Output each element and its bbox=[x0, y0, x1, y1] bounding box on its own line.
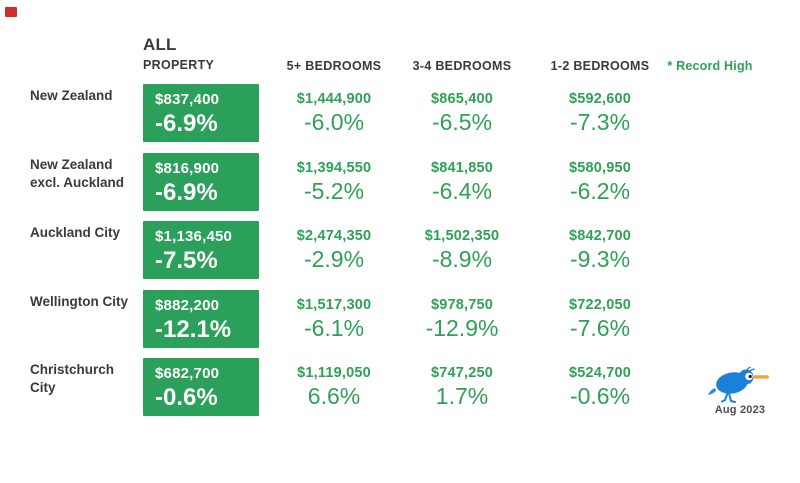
change-percent: -12.9% bbox=[425, 314, 499, 341]
bedrooms-5plus-cell: $2,474,350 -2.9% bbox=[244, 221, 424, 272]
change-percent: -7.3% bbox=[569, 108, 631, 135]
bedrooms-3-4-cell: $747,250 1.7% bbox=[372, 358, 552, 409]
change-percent: -6.0% bbox=[303, 108, 365, 135]
table-row: Auckland City $1,136,450 -7.5% $2,474,35… bbox=[0, 221, 800, 279]
row-label-line: Wellington City bbox=[30, 294, 128, 309]
change-percent: -12.1% bbox=[155, 315, 232, 343]
median-value: $2,474,350 bbox=[296, 228, 372, 244]
bedrooms-3-4-cell: $978,750 -12.9% bbox=[372, 290, 552, 341]
median-value: $524,700 bbox=[568, 365, 632, 381]
change-percent: -8.9% bbox=[431, 245, 493, 272]
median-value: $580,950 bbox=[568, 160, 632, 176]
all-property-cell: $816,900 -6.9% bbox=[143, 153, 259, 211]
column-header-3-4-bedrooms: 3-4 BEDROOMS bbox=[412, 59, 512, 73]
median-value: $1,444,900 bbox=[296, 91, 372, 107]
change-percent: -6.9% bbox=[155, 178, 218, 206]
median-value: $722,050 bbox=[568, 297, 632, 313]
change-percent: -5.2% bbox=[303, 177, 365, 204]
median-value: $682,700 bbox=[155, 365, 220, 382]
median-value: $978,750 bbox=[430, 297, 494, 313]
change-percent: -6.4% bbox=[431, 177, 493, 204]
change-percent: -0.6% bbox=[569, 382, 631, 409]
bedrooms-1-2-cell: $580,950 -6.2% bbox=[510, 153, 690, 204]
change-percent: -6.1% bbox=[303, 314, 365, 341]
row-label-line: Christchurch bbox=[30, 362, 115, 377]
row-label-line: New Zealand bbox=[30, 157, 113, 172]
row-label: New Zealand excl. Auckland bbox=[30, 156, 144, 192]
change-percent: -0.6% bbox=[155, 383, 218, 411]
median-value: $816,900 bbox=[155, 160, 220, 177]
bedrooms-1-2-cell: $722,050 -7.6% bbox=[510, 290, 690, 341]
change-percent: -7.5% bbox=[155, 246, 218, 274]
median-value: $1,502,350 bbox=[424, 228, 500, 244]
bedrooms-5plus-cell: $1,119,050 6.6% bbox=[244, 358, 424, 409]
all-property-cell: $837,400 -6.9% bbox=[143, 84, 259, 142]
table-row: New Zealand $837,400 -6.9% $1,444,900 -6… bbox=[0, 84, 800, 142]
kiwi-logo bbox=[708, 367, 769, 403]
median-value: $1,394,550 bbox=[296, 160, 372, 176]
bedrooms-3-4-cell: $841,850 -6.4% bbox=[372, 153, 552, 204]
brand-corner-mark bbox=[5, 7, 17, 17]
row-label-line: Auckland City bbox=[30, 225, 121, 240]
row-label-line: excl. Auckland bbox=[30, 175, 125, 191]
median-value: $882,200 bbox=[155, 297, 220, 314]
bedrooms-1-2-cell: $842,700 -9.3% bbox=[510, 221, 690, 272]
bedrooms-3-4-cell: $1,502,350 -8.9% bbox=[372, 221, 552, 272]
median-value: $842,700 bbox=[568, 228, 632, 244]
bedrooms-1-2-cell: $524,700 -0.6% bbox=[510, 358, 690, 409]
table-row: New Zealand excl. Auckland $816,900 -6.9… bbox=[0, 153, 800, 211]
row-label: Auckland City bbox=[30, 224, 144, 242]
change-percent: 6.6% bbox=[307, 382, 361, 409]
row-label: Wellington City bbox=[30, 293, 144, 311]
period-label: Aug 2023 bbox=[714, 404, 766, 416]
median-value: $592,600 bbox=[568, 91, 632, 107]
change-percent: -9.3% bbox=[569, 245, 631, 272]
median-value: $1,517,300 bbox=[296, 297, 372, 313]
all-property-cell: $682,700 -0.6% bbox=[143, 358, 259, 416]
change-percent: 1.7% bbox=[435, 382, 489, 409]
record-high-legend: * Record High bbox=[667, 59, 753, 73]
change-percent: -7.6% bbox=[569, 314, 631, 341]
row-label: New Zealand bbox=[30, 87, 144, 105]
column-header-all: ALL bbox=[143, 35, 177, 54]
median-value: $865,400 bbox=[430, 91, 494, 107]
change-percent: -6.9% bbox=[155, 109, 218, 137]
bedrooms-3-4-cell: $865,400 -6.5% bbox=[372, 84, 552, 135]
column-header-5plus-bedrooms: 5+ BEDROOMS bbox=[286, 59, 382, 73]
all-property-cell: $882,200 -12.1% bbox=[143, 290, 259, 348]
table-row: Wellington City $882,200 -12.1% $1,517,3… bbox=[0, 290, 800, 348]
change-percent: -6.5% bbox=[431, 108, 493, 135]
median-value: $1,136,450 bbox=[155, 228, 233, 245]
median-value: $1,119,050 bbox=[297, 365, 371, 381]
bedrooms-5plus-cell: $1,517,300 -6.1% bbox=[244, 290, 424, 341]
column-header-1-2-bedrooms: 1-2 BEDROOMS bbox=[550, 59, 650, 73]
change-percent: -6.2% bbox=[569, 177, 631, 204]
bedrooms-5plus-cell: $1,444,900 -6.0% bbox=[244, 84, 424, 135]
all-property-cell: $1,136,450 -7.5% bbox=[143, 221, 259, 279]
median-value: $837,400 bbox=[155, 91, 220, 108]
bedrooms-5plus-cell: $1,394,550 -5.2% bbox=[244, 153, 424, 204]
change-percent: -2.9% bbox=[303, 245, 365, 272]
table-row: Christchurch City $682,700 -0.6% $1,119,… bbox=[0, 358, 800, 416]
row-label: Christchurch City bbox=[30, 361, 144, 397]
median-value: $841,850 bbox=[430, 160, 494, 176]
bedrooms-1-2-cell: $592,600 -7.3% bbox=[510, 84, 690, 135]
column-header-property: PROPERTY bbox=[143, 58, 215, 72]
row-label-line: New Zealand bbox=[30, 88, 113, 103]
median-value: $747,250 bbox=[430, 365, 494, 381]
row-label-line: City bbox=[30, 380, 56, 396]
